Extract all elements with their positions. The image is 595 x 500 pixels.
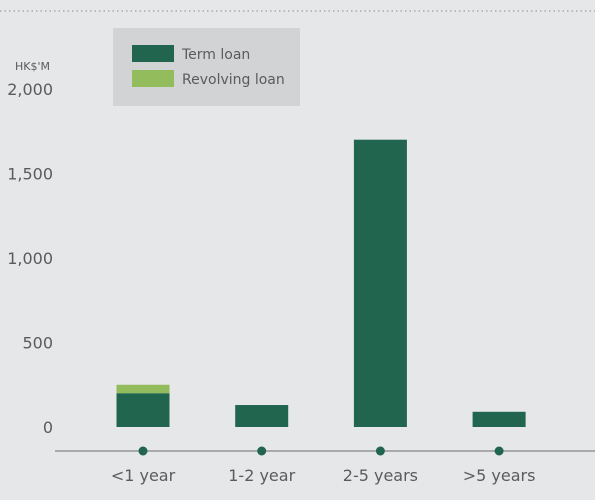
bar-term-loan [116, 393, 170, 427]
y-tick-label: 1,000 [7, 249, 53, 268]
y-axis: 0 500 1,000 1,500 2,000 [7, 80, 53, 437]
legend: Term loan Revolving loan [113, 28, 300, 106]
y-tick-label: 1,500 [7, 165, 53, 184]
legend-swatch-revolving-loan [132, 70, 174, 87]
x-tick-marker [257, 446, 267, 456]
legend-box [113, 28, 300, 106]
bar-term-loan [472, 411, 526, 427]
bar-term-loan [235, 405, 289, 427]
x-tick-marker [375, 446, 385, 456]
x-tick-label: 2-5 years [343, 466, 418, 485]
y-axis-unit-label: HK$'M [15, 60, 50, 73]
legend-swatch-term-loan [132, 45, 174, 62]
y-tick-label: 0 [43, 418, 53, 437]
legend-label-revolving-loan: Revolving loan [182, 72, 285, 88]
legend-label-term-loan: Term loan [181, 47, 250, 63]
x-tick-marker [138, 446, 148, 456]
y-tick-label: 2,000 [7, 80, 53, 99]
x-tick-label: <1 year [111, 466, 176, 485]
x-tick-marker [494, 446, 504, 456]
bars [116, 139, 526, 427]
bar-revolving-loan [116, 384, 170, 394]
x-tick-label: >5 years [463, 466, 536, 485]
y-tick-label: 500 [22, 334, 53, 353]
bar-term-loan [353, 139, 407, 427]
x-axis: <1 year 1-2 year 2-5 years >5 years [111, 446, 536, 485]
x-tick-label: 1-2 year [228, 466, 295, 485]
